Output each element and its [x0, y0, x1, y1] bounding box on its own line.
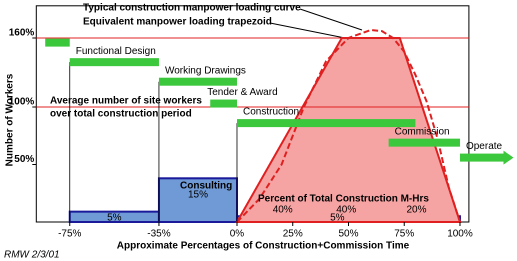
x-axis-label: Approximate Percentages of Construction+… — [117, 241, 410, 252]
phase-label: Operate — [466, 141, 503, 152]
phase-bar — [158, 77, 237, 86]
consulting-share: 5% — [330, 213, 345, 224]
x-tick-label: 25% — [283, 229, 303, 240]
consulting-label: Consulting — [180, 181, 232, 192]
arrow-head — [503, 150, 514, 165]
y-axis-label: Number of Workers — [5, 73, 16, 166]
y-tick-label: 100% — [9, 97, 35, 108]
share-label: 40% — [336, 205, 356, 216]
x-tick-label: 50% — [338, 229, 358, 240]
phase-bar — [388, 138, 460, 147]
phase-label: Working Drawings — [165, 65, 246, 76]
y-tick-label: 50% — [14, 154, 34, 165]
phase-label: Functional Design — [76, 46, 156, 57]
phase-label: Tender & Award — [207, 87, 277, 98]
y-tick-label: 160% — [9, 28, 35, 39]
x-tick-label: -75% — [58, 229, 81, 240]
pointer — [299, 8, 363, 31]
phase-bar — [236, 119, 416, 128]
phase-bar — [459, 153, 504, 162]
consulting-share: 5% — [107, 213, 122, 224]
phase-bar — [69, 58, 159, 67]
loading-curve — [236, 28, 461, 223]
x-tick-label: 0% — [230, 229, 245, 240]
consulting-bar — [157, 177, 238, 224]
x-tick-label: -35% — [147, 229, 170, 240]
chart-title: Typical construction manpower loading cu… — [83, 3, 301, 14]
chart-subtitle: Equivalent manpower loading trapezoid — [83, 17, 272, 28]
trapezoid-label: Percent of Total Construction M-Hrs — [258, 194, 429, 205]
x-tick-label: 100% — [447, 229, 473, 240]
share-label: 40% — [273, 205, 293, 216]
phase-label: Construction — [243, 107, 299, 118]
phase-label: Commission — [395, 126, 450, 137]
phase-bar — [210, 99, 237, 108]
phase-bar — [45, 38, 70, 47]
consulting-share: 15% — [188, 190, 208, 201]
note: RMW 2/3/01 — [4, 250, 60, 261]
x-tick-label: 75% — [394, 229, 414, 240]
average-label: Average number of site workers — [50, 96, 202, 107]
average-label: over total construction period — [50, 109, 192, 120]
share-label: 20% — [406, 205, 426, 216]
pointer — [269, 22, 346, 39]
